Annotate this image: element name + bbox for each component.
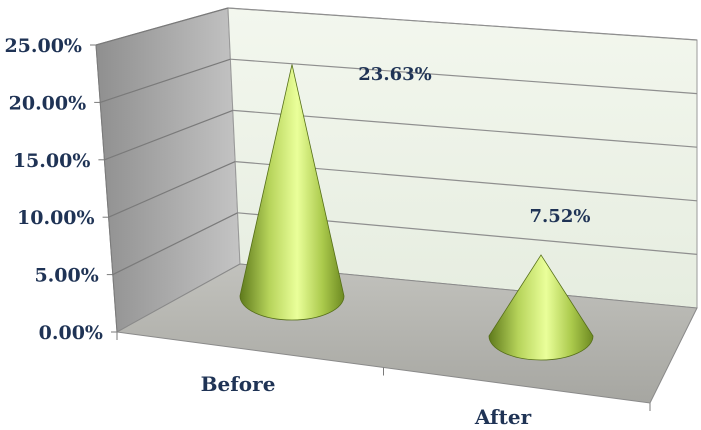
- y-tick-label: 0.00%: [39, 322, 103, 344]
- y-axis-ticks: 0.00% 5.00% 10.00% 15.00% 20.00% 25.00%: [4, 35, 103, 344]
- gridline-side: [112, 212, 238, 276]
- gridline-back: [230, 58, 698, 95]
- y-tick-label: 15.00%: [13, 150, 91, 172]
- y-tick-label: 10.00%: [17, 207, 95, 229]
- axis: [90, 44, 651, 411]
- gridline-back: [227, 7, 698, 41]
- cones: [239, 64, 594, 361]
- gridline-side: [100, 58, 231, 103]
- data-label-before: 23.63%: [358, 64, 431, 85]
- cone-before: [239, 64, 345, 321]
- category-label-before: Before: [201, 372, 276, 396]
- gridline-back: [232, 109, 698, 148]
- category-labels: Before After: [201, 372, 532, 429]
- gridlines: [95, 7, 698, 276]
- data-labels: 23.63% 7.52%: [358, 64, 590, 227]
- y-tick-label: 25.00%: [4, 35, 82, 57]
- y-tick-label: 20.00%: [9, 92, 87, 114]
- y-tick-label: 5.00%: [34, 265, 98, 287]
- gridline-side: [108, 161, 236, 218]
- category-label-after: After: [474, 405, 532, 429]
- gridline-side: [95, 7, 229, 46]
- cone-after: [488, 254, 594, 361]
- data-label-after: 7.52%: [530, 206, 591, 227]
- y-axis-line: [95, 44, 118, 333]
- gridline-side: [104, 109, 234, 161]
